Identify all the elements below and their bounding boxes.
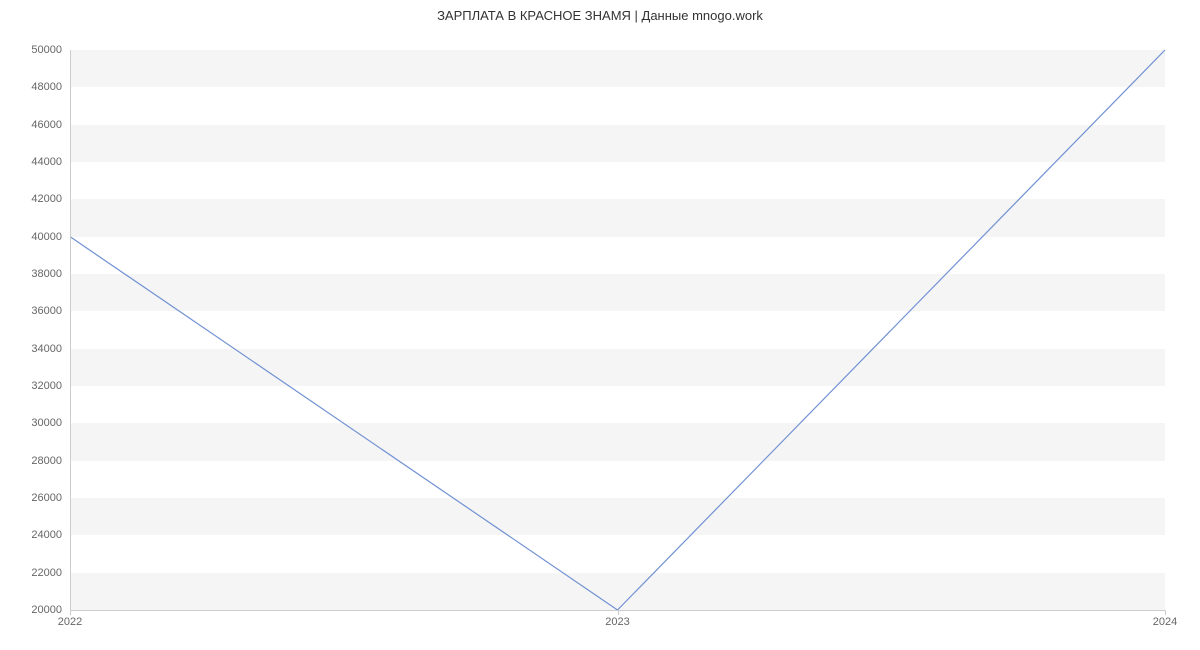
x-tick-label: 2022 [58,616,82,628]
y-tick-label: 40000 [31,231,62,243]
plot-area: 2000022000240002600028000300003200034000… [70,50,1165,610]
x-tick-mark [618,610,619,615]
y-tick-label: 32000 [31,380,62,392]
x-tick-mark [70,610,71,615]
series-line-salary [70,50,1165,610]
x-tick-mark [1165,610,1166,615]
y-tick-label: 38000 [31,268,62,280]
y-tick-label: 36000 [31,305,62,317]
y-tick-label: 26000 [31,492,62,504]
y-tick-label: 46000 [31,119,62,131]
y-tick-label: 22000 [31,567,62,579]
y-tick-label: 48000 [31,81,62,93]
chart-title: ЗАРПЛАТА В КРАСНОЕ ЗНАМЯ | Данные mnogo.… [0,8,1200,23]
y-tick-label: 30000 [31,417,62,429]
y-tick-label: 24000 [31,529,62,541]
y-tick-label: 44000 [31,156,62,168]
salary-line-chart: ЗАРПЛАТА В КРАСНОЕ ЗНАМЯ | Данные mnogo.… [0,0,1200,650]
y-tick-label: 20000 [31,604,62,616]
line-layer [70,50,1165,610]
x-tick-label: 2024 [1153,616,1177,628]
y-tick-label: 50000 [31,44,62,56]
y-axis-line [70,50,71,610]
y-tick-label: 34000 [31,343,62,355]
y-tick-label: 28000 [31,455,62,467]
y-tick-label: 42000 [31,193,62,205]
x-tick-label: 2023 [605,616,629,628]
